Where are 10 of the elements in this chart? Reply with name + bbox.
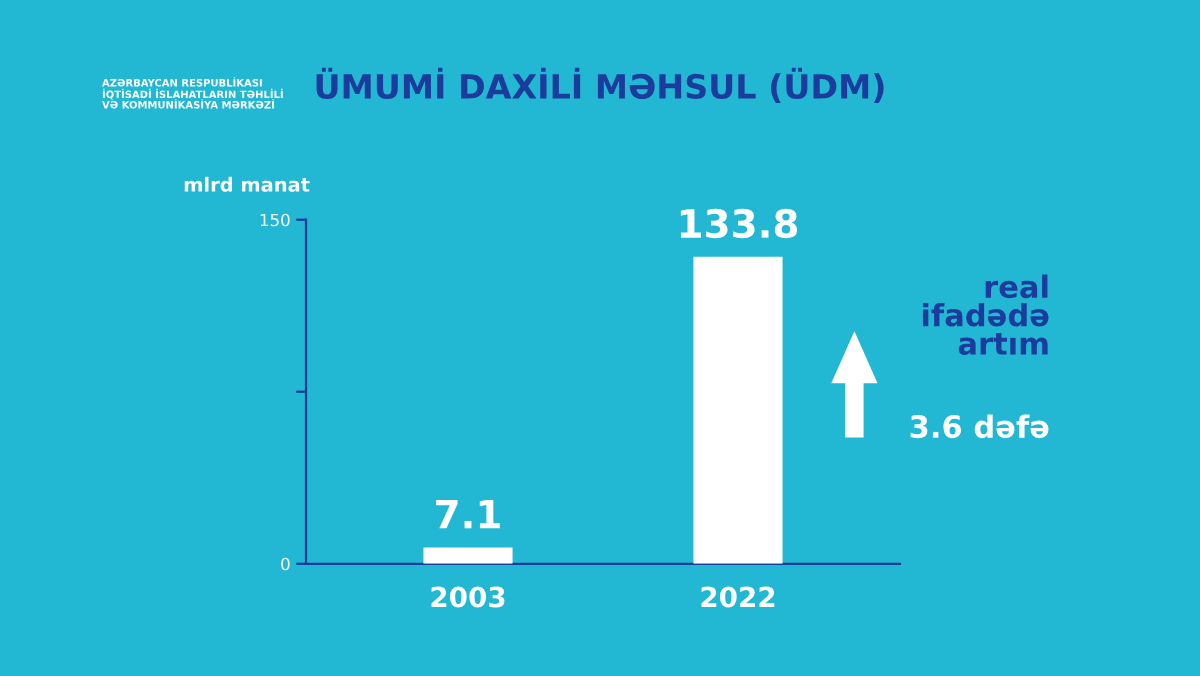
text: real ifadədə artım: [922, 274, 1049, 355]
y-axis-title: mlrd manat: [184, 176, 310, 192]
chart-title: ÜMUMİ DAXİLİ MƏHSUL (ÜDM): [316, 67, 884, 103]
y-tick-label: 150: [260, 213, 290, 227]
text: 3.6 dəfə: [910, 414, 1049, 439]
data-label: 133.8: [680, 208, 798, 239]
x-tick-label: 2022: [701, 586, 775, 608]
y-tick-label: 0: [281, 557, 290, 571]
x-tick-label: 2003: [431, 586, 505, 608]
data-label: 7.1: [436, 499, 500, 529]
